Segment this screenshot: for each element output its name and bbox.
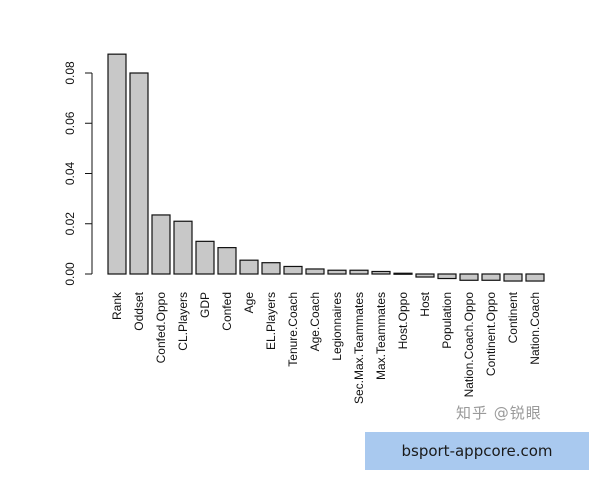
- bar-gdp: [195, 240, 215, 275]
- x-tick-label: Age: [242, 292, 256, 314]
- bar-oddset: [129, 72, 149, 275]
- bar-rank: [107, 53, 127, 275]
- x-tick-label: Confed: [220, 292, 234, 331]
- bar-age: [239, 259, 259, 275]
- bars-group: [107, 53, 545, 282]
- y-tick-label: 0.00: [63, 262, 77, 286]
- x-tick-label: Sec.Max.Teammates: [352, 292, 366, 404]
- bar-legionnaires: [327, 269, 347, 275]
- x-tick-label: GDP: [198, 292, 212, 318]
- bar-nation-coach: [525, 273, 545, 282]
- x-tick-label: Legionnaires: [330, 292, 344, 361]
- y-tick-label: 0.08: [63, 61, 77, 85]
- bar-el-players: [261, 262, 281, 275]
- y-tick-label: 0.06: [63, 111, 77, 135]
- bar-max-teammates: [371, 270, 391, 275]
- watermark-text: 知乎 @锐眼: [456, 404, 542, 422]
- bar-cl-players: [173, 220, 193, 275]
- bar-confed: [217, 247, 237, 275]
- bar-nation-coach-oppo: [459, 273, 479, 281]
- bar-host-oppo: [393, 272, 413, 275]
- bar-age-coach: [305, 268, 325, 275]
- x-tick-label: EL.Players: [264, 292, 278, 350]
- x-tick-label: Max.Teammates: [374, 292, 388, 380]
- x-tick-label: Tenure.Coach: [286, 292, 300, 367]
- x-tick-label: Oddset: [132, 291, 146, 330]
- x-tick-label: CL.Players: [176, 292, 190, 351]
- bar-continent: [503, 273, 523, 282]
- x-tick-label: Rank: [110, 291, 124, 320]
- x-tick-label: Population: [440, 292, 454, 349]
- y-axis-ticks: 0.00 0.02 0.04 0.06 0.08: [63, 61, 92, 286]
- site-banner[interactable]: bsport-appcore.com: [365, 432, 589, 470]
- x-tick-label: Host.Oppo: [396, 292, 410, 350]
- bar-host: [415, 273, 435, 278]
- bar-population: [437, 273, 457, 280]
- y-tick-label: 0.02: [63, 212, 77, 236]
- bar-continent-oppo: [481, 273, 501, 281]
- x-tick-label: Host: [418, 291, 432, 316]
- x-tick-label: Nation.Coach: [528, 292, 542, 365]
- x-tick-label: Nation.Coach.Oppo: [462, 292, 476, 398]
- y-tick-label: 0.04: [63, 161, 77, 185]
- bar-tenure-coach: [283, 265, 303, 275]
- x-axis-labels: Rank Oddset Confed.Oppo CL.Players GDP Confed…: [110, 291, 542, 404]
- x-tick-label: Continent.Oppo: [484, 292, 498, 376]
- banner-text[interactable]: bsport-appcore.com: [401, 442, 553, 460]
- x-tick-label: Continent: [506, 291, 520, 343]
- x-tick-label: Confed.Oppo: [154, 292, 168, 364]
- x-tick-label: Age.Coach: [308, 292, 322, 351]
- bar-confed-oppo: [151, 214, 171, 275]
- bar-sec-max-teammates: [349, 269, 369, 275]
